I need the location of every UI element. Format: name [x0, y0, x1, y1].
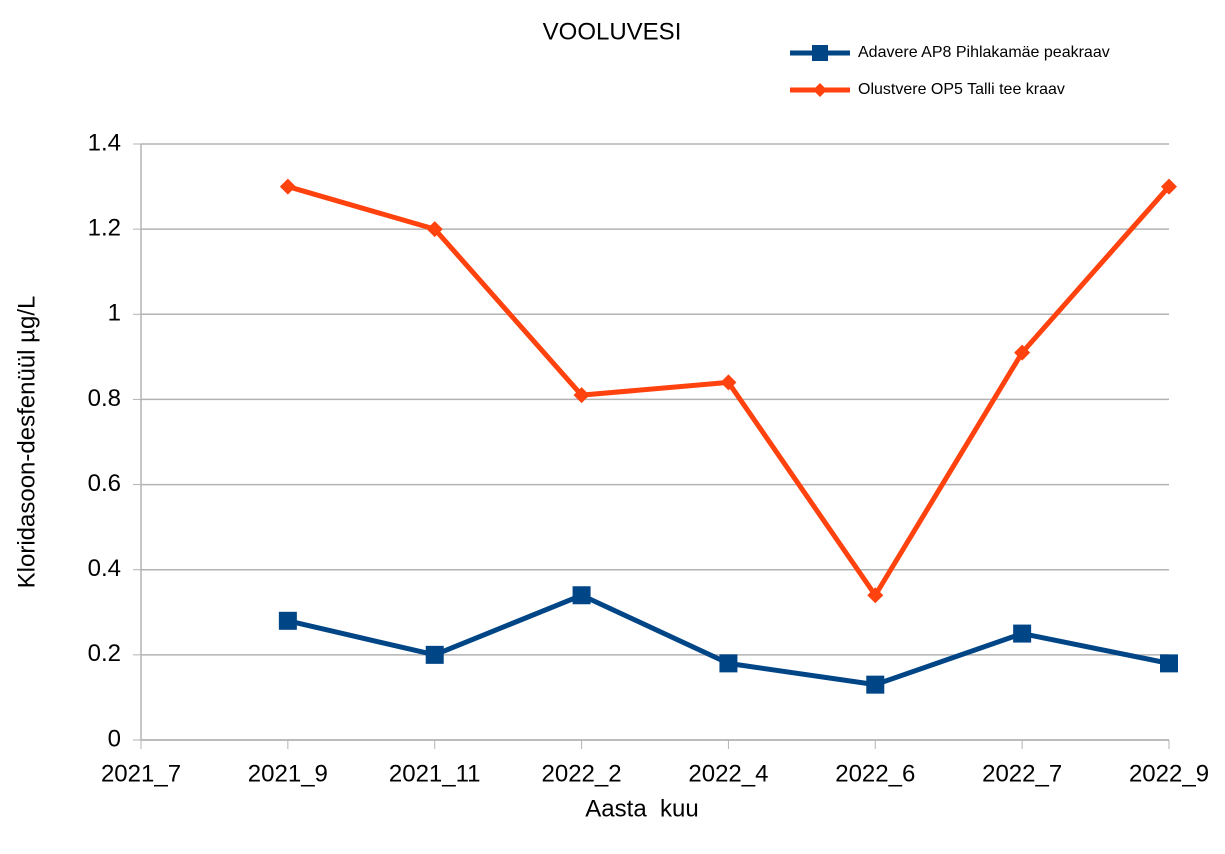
y-tick-label: 0.6 — [88, 470, 121, 497]
marker — [278, 611, 297, 630]
series-line — [287, 184, 1171, 598]
x-tick-label: 2022_7 — [982, 760, 1062, 787]
x-tick-label: 2021_9 — [248, 760, 328, 787]
marker — [1160, 654, 1178, 673]
marker — [720, 374, 737, 391]
legend-label: Olustvere OP5 Talli tee kraav — [858, 81, 1065, 98]
legend-marker — [813, 83, 827, 97]
x-axis-label: Aasta kuu — [585, 795, 698, 822]
chart-title: VOOLUVESI — [543, 18, 682, 45]
marker — [425, 645, 444, 664]
y-tick-label: 1.4 — [88, 129, 121, 156]
marker — [1014, 344, 1031, 361]
marker — [573, 387, 590, 404]
y-tick-label: 0 — [108, 725, 121, 752]
x-tick-label: 2022_4 — [688, 760, 768, 787]
x-tick-label: 2021_11 — [389, 760, 481, 787]
marker — [867, 587, 884, 604]
legend-label: Adavere AP8 Pihlakamäe peakraav — [858, 44, 1110, 61]
y-tick-label: 0.4 — [88, 555, 121, 582]
marker — [719, 654, 738, 673]
y-tick-label: 1 — [108, 300, 121, 327]
marker — [279, 178, 296, 195]
y-tick-label: 0.8 — [88, 385, 121, 412]
marker — [426, 221, 443, 238]
x-tick-label: 2022_2 — [542, 760, 622, 787]
marker — [572, 586, 591, 605]
x-tick-label: 2021_7 — [101, 760, 181, 787]
marker — [1161, 178, 1177, 195]
y-axis-label: Kloridasoon-desfenüül µg/L — [13, 296, 40, 589]
x-tick-label: 2022_6 — [835, 760, 915, 787]
marker — [1013, 624, 1032, 643]
legend-marker — [812, 45, 828, 61]
x-tick-label: 2022_9 — [1129, 760, 1209, 787]
y-tick-label: 0.2 — [88, 640, 121, 667]
y-tick-label: 1.2 — [88, 214, 121, 241]
marker — [866, 675, 885, 694]
